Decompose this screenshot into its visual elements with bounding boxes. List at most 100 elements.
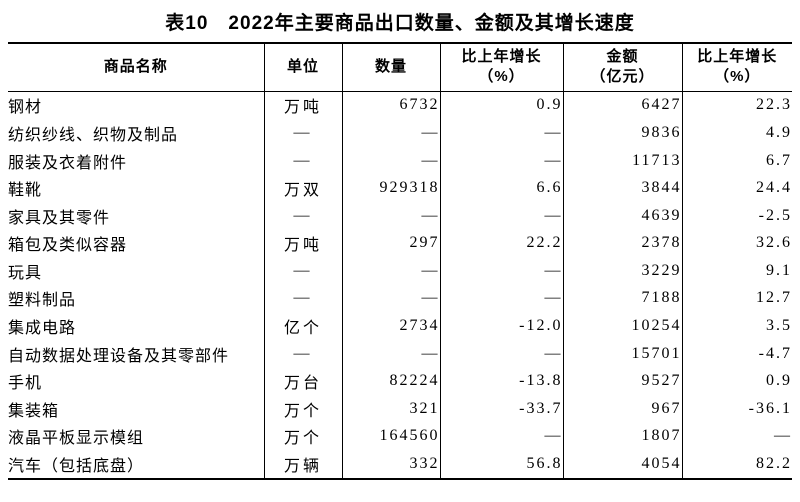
amount-growth-cell: 0.9 [681,367,792,395]
commodity-name: 服装及衣着附件 [8,154,128,172]
quantity-cell: — [341,339,440,368]
quantity-cell: 164560 [341,422,440,451]
unit-cell: 万双 [263,174,342,202]
commodity-name: 鞋靴 [8,182,43,200]
unit-cell: 万吨 [263,229,342,258]
quantity-cell: — [341,201,440,230]
amount-cell: 967 [562,394,682,423]
table-row: 汽车（包括底盘） 万辆 332 56.8 4054 82.2 [8,450,792,479]
quantity-cell: — [341,257,440,285]
table-header-row: 商品名称 单位 数量 比上年增长 （%） 金额 （亿元） 比上年增长 （%） [8,43,792,92]
quantity-cell: — [341,284,440,313]
amount-cell: 4639 [562,201,682,230]
amount-growth-cell: — [681,422,792,451]
amount-cell: 3229 [562,257,682,285]
table-row: 家具及其零件 — — — 4639 -2.5 [8,201,792,230]
col-header-unit: 单位 [263,43,342,92]
unit-cell: 万个 [263,394,342,423]
amount-growth-cell: 32.6 [681,229,792,258]
quantity-growth-cell: -33.7 [439,394,563,423]
quantity-cell: 332 [341,450,440,479]
quantity-growth-cell: -12.0 [439,312,563,340]
unit-cell: 万辆 [263,450,342,479]
amount-cell: 6427 [562,91,682,120]
commodity-name: 玩具 [8,264,43,282]
quantity-growth-cell: 0.9 [439,91,563,120]
unit-cell: — [263,119,342,147]
quantity-cell: — [341,146,440,175]
amount-growth-cell: 6.7 [681,146,792,175]
commodity-name: 箱包及类似容器 [8,237,128,255]
unit-cell: — [263,284,342,313]
amount-growth-cell: 9.1 [681,257,792,285]
amount-growth-cell: -36.1 [681,394,792,423]
table-row: 液晶平板显示模组 万个 164560 — 1807 — [8,422,792,451]
table-row: 钢材 万吨 6732 0.9 6427 22.3 [8,91,792,120]
amount-growth-cell: -4.7 [681,339,792,368]
table-row: 服装及衣着附件 — — — 11713 6.7 [8,146,792,175]
amount-cell: 7188 [562,284,682,313]
quantity-cell: 2734 [341,312,440,340]
table-row: 箱包及类似容器 万吨 297 22.2 2378 32.6 [8,229,792,258]
commodity-name: 纺织纱线、织物及制品 [8,126,179,144]
unit-cell: 亿个 [263,312,342,340]
commodity-name: 塑料制品 [8,292,77,310]
quantity-growth-cell: 22.2 [439,229,563,258]
commodity-name: 钢材 [8,99,43,117]
amount-growth-cell: 82.2 [681,450,792,479]
commodity-name: 手机 [8,375,43,393]
amount-growth-cell: -2.5 [681,201,792,230]
export-commodities-table: 商品名称 单位 数量 比上年增长 （%） 金额 （亿元） 比上年增长 （%） [8,42,792,480]
table-title: 表10 2022年主要商品出口数量、金额及其增长速度 [165,12,635,34]
quantity-cell: 297 [341,229,440,258]
quantity-cell: 929318 [341,174,440,202]
table-row: 玩具 — — — 3229 9.1 [8,257,792,285]
table-row: 手机 万台 82224 -13.8 9527 0.9 [8,367,792,395]
amount-cell: 3844 [562,174,682,202]
col-header-amount: 金额 （亿元） [562,43,682,92]
quantity-growth-cell: — [439,339,563,368]
table-row: 纺织纱线、织物及制品 — — — 9836 4.9 [8,119,792,147]
unit-cell: — [263,146,342,175]
table-row: 自动数据处理设备及其零部件 — — — 15701 -4.7 [8,339,792,368]
quantity-growth-cell: — [439,257,563,285]
col-header-quantity: 数量 [341,43,440,92]
amount-growth-cell: 12.7 [681,284,792,313]
col-header-quantity-growth: 比上年增长 （%） [439,43,563,92]
amount-cell: 15701 [562,339,682,368]
quantity-growth-cell: — [439,201,563,230]
commodity-name: 自动数据处理设备及其零部件 [8,347,230,365]
commodity-name: 汽车（包括底盘） [8,458,145,476]
quantity-cell: 6732 [341,91,440,120]
unit-cell: — [263,257,342,285]
amount-cell: 2378 [562,229,682,258]
quantity-growth-cell: — [439,284,563,313]
quantity-cell: 82224 [341,367,440,395]
commodity-name: 集成电路 [8,319,77,337]
unit-cell: — [263,339,342,368]
amount-cell: 4054 [562,450,682,479]
quantity-growth-cell: — [439,119,563,147]
quantity-cell: 321 [341,394,440,423]
col-header-commodity: 商品名称 [8,43,264,92]
quantity-growth-cell: -13.8 [439,367,563,395]
commodity-name: 家具及其零件 [8,209,111,227]
quantity-growth-cell: 56.8 [439,450,563,479]
unit-cell: 万个 [263,422,342,451]
commodity-name: 液晶平板显示模组 [8,430,145,448]
amount-cell: 9527 [562,367,682,395]
quantity-growth-cell: — [439,146,563,175]
table-row: 鞋靴 万双 929318 6.6 3844 24.4 [8,174,792,202]
quantity-cell: — [341,119,440,147]
amount-cell: 9836 [562,119,682,147]
amount-growth-cell: 22.3 [681,91,792,120]
commodity-name: 集装箱 [8,402,60,420]
amount-growth-cell: 4.9 [681,119,792,147]
unit-cell: 万吨 [263,91,342,120]
amount-cell: 1807 [562,422,682,451]
quantity-growth-cell: — [439,422,563,451]
table-row: 塑料制品 — — — 7188 12.7 [8,284,792,313]
amount-cell: 10254 [562,312,682,340]
amount-growth-cell: 24.4 [681,174,792,202]
